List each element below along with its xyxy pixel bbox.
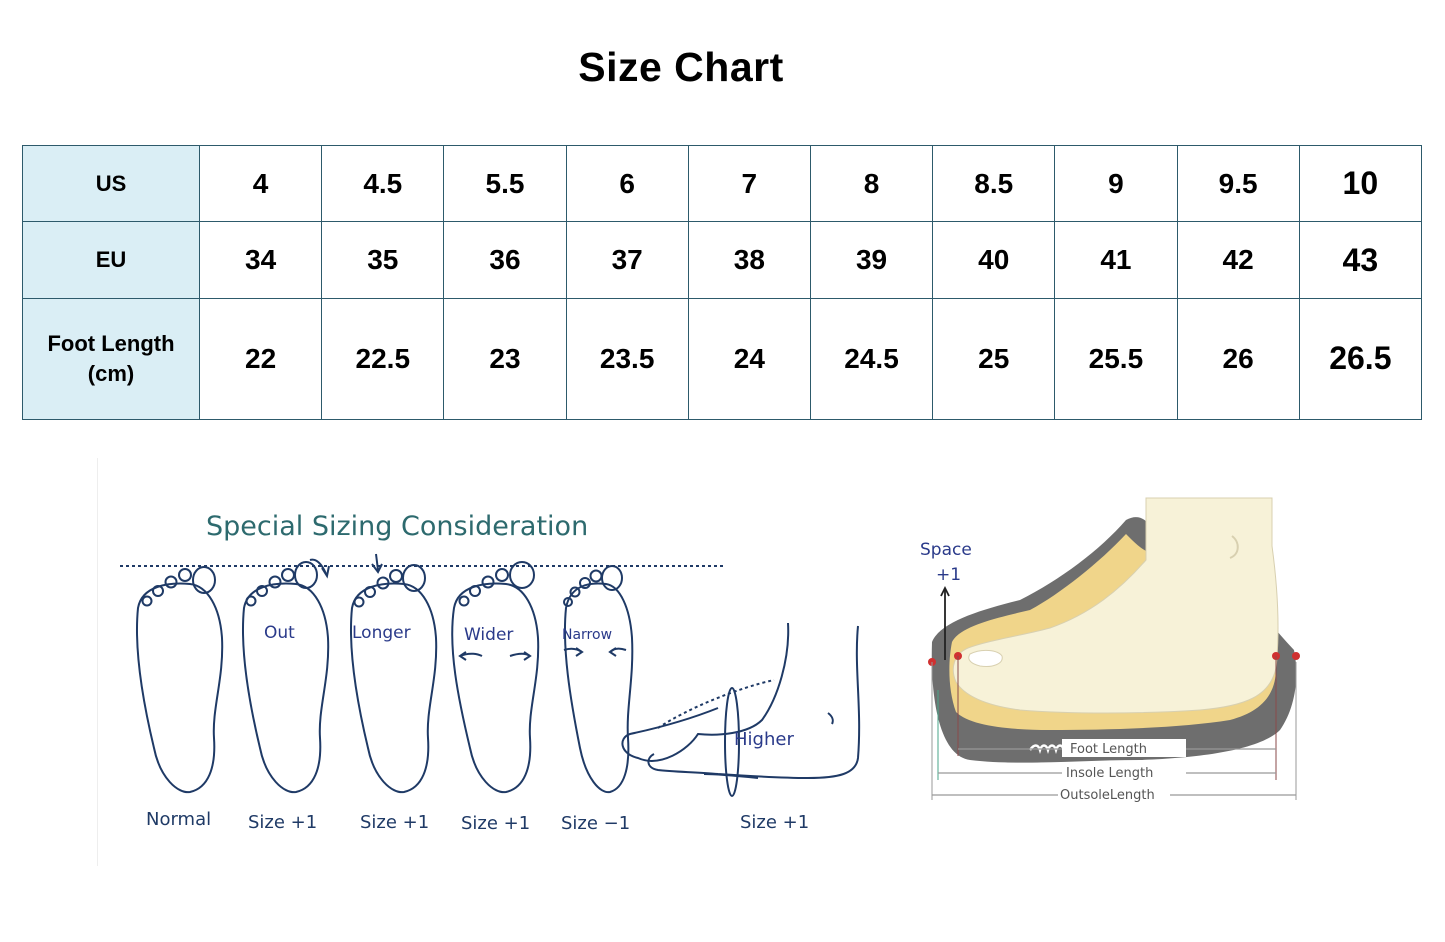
foot-inner-label: Longer [352,623,411,643]
table-cell: 8.5 [932,144,1056,223]
foot-caption: Normal [146,809,211,830]
row-header-unit: (cm) [87,360,135,386]
foot-caption: Size +1 [461,813,530,834]
outsole-length-label: OutsoleLength [1060,788,1155,803]
special-sizing-svg: Special Sizing Consideration Normal Out … [120,511,861,834]
label-backdrop [1062,763,1186,781]
ankle-mark [1229,535,1239,559]
row-header-us: US [22,144,200,223]
table-cell: 25 [932,297,1056,421]
table-cell: 23 [443,297,567,421]
label-backdrop [1058,785,1170,803]
table-cell: 25.5 [1054,297,1178,421]
foot-normal-icon [135,566,224,794]
insole-length-label: Insole Length [1066,766,1153,781]
table-cell: 24 [687,297,811,421]
table-cell: 9.5 [1176,144,1300,223]
table-cell: 34 [198,221,323,299]
table-cell: 22 [198,297,323,421]
table-cell: 7 [687,144,811,223]
foot-caption: Size −1 [561,813,630,834]
table-cell: 5.5 [443,144,567,223]
side-caption: Size +1 [740,812,809,833]
table-cell: 26.5 [1298,297,1423,421]
foot-inner-label: Narrow [562,627,612,643]
table-cell: 4 [198,144,323,223]
table-cell: 4.5 [321,144,445,223]
foot-length-label: Foot Length [1070,742,1147,757]
table-cell: 6 [565,144,689,223]
row-header-line: Foot Length [47,331,175,357]
table-cell: 8 [809,144,934,223]
table-cell: 24.5 [809,297,934,421]
table-row: EU 34 35 36 37 38 39 40 41 42 43 [22,221,1423,299]
foot-wider-icon [451,561,540,794]
table-row: Foot Length (cm) 22 22.5 23 23.5 24 24.5… [22,297,1423,421]
table-cell: 43 [1298,221,1423,299]
space-label: Space [920,540,972,560]
foot-side-higher-icon [621,622,861,797]
special-sizing-title: Special Sizing Consideration [206,511,588,542]
foot-inner-label: Wider [464,625,513,645]
table-cell: 26 [1176,297,1300,421]
table-cell: 36 [443,221,567,299]
side-inner-label: Higher [734,729,794,750]
foot-caption: Size +1 [248,812,317,833]
shoe-measurement-diagram: Space +1 Foot Length Insole Length Outso… [900,450,1320,830]
row-header-eu: EU [22,221,200,299]
special-sizing-illustration: Special Sizing Consideration Normal Out … [97,458,863,866]
table-cell: 10 [1298,144,1423,223]
toe-shape [968,649,1003,667]
space-value: +1 [936,565,961,585]
foot-inner-label: Out [264,623,295,643]
foot-longer-icon [349,553,438,794]
table-cell: 39 [809,221,934,299]
page-title: Size Chart [578,44,784,90]
foot-out-icon [241,558,330,794]
table-cell: 37 [565,221,689,299]
row-header-foot-length: Foot Length (cm) [22,297,200,421]
foot-narrow-icon [563,565,634,794]
table-cell: 40 [932,221,1056,299]
table-cell: 23.5 [565,297,689,421]
table-cell: 41 [1054,221,1178,299]
foot-caption: Size +1 [360,812,429,833]
size-table: US 4 4.5 5.5 6 7 8 8.5 9 9.5 10 EU 34 35… [22,144,1423,421]
label-backdrop [1062,739,1186,757]
table-cell: 35 [321,221,445,299]
table-cell: 42 [1176,221,1300,299]
space-arrow-head [940,585,950,597]
table-row: US 4 4.5 5.5 6 7 8 8.5 9 9.5 10 [22,144,1423,223]
shoe-measurement-svg: Space +1 Foot Length Insole Length Outso… [920,497,1300,803]
table-cell: 38 [687,221,811,299]
table-cell: 22.5 [321,297,445,421]
table-cell: 9 [1054,144,1178,223]
outsole-back-point [1292,652,1300,660]
